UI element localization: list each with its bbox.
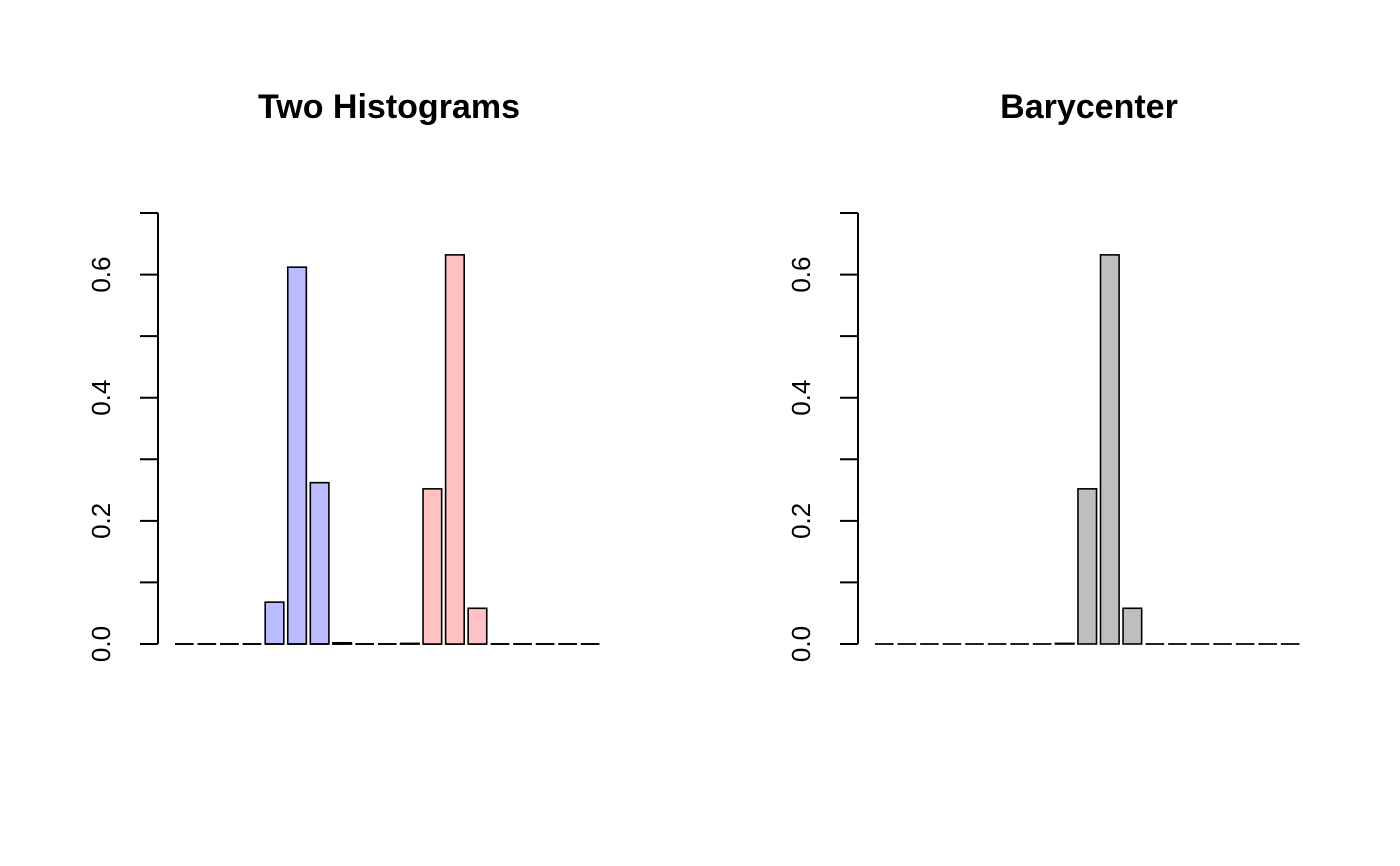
- y-tick-label: 0.2: [786, 503, 816, 539]
- chart-title: Two Histograms: [258, 88, 520, 126]
- bar: [1054, 642, 1075, 645]
- y-tick-label: 0.6: [86, 256, 116, 292]
- y-tick-label: 0.4: [786, 380, 816, 416]
- y-tick-label: 0.0: [786, 626, 816, 662]
- bar: [467, 607, 488, 645]
- bar: [444, 254, 466, 645]
- y-tick-label: 0.0: [86, 626, 116, 662]
- bar: [264, 601, 285, 645]
- bar: [422, 488, 443, 645]
- bar: [1122, 607, 1143, 645]
- y-tick-label: 0.6: [786, 256, 816, 292]
- barycenter-panel: Barycenter 0.0 0.2 0.4 0.6: [786, 88, 1300, 662]
- chart-title: Barycenter: [1000, 88, 1178, 126]
- y-tick-label: 0.2: [86, 503, 116, 539]
- bar: [309, 481, 330, 645]
- bar: [286, 266, 308, 645]
- bar: [1099, 254, 1120, 645]
- bar: [399, 642, 420, 645]
- y-tick-label: 0.4: [86, 380, 116, 416]
- histograms-panel: Two Histograms 0.0 0.2 0.4 0.6: [86, 88, 600, 662]
- bar: [1077, 488, 1098, 645]
